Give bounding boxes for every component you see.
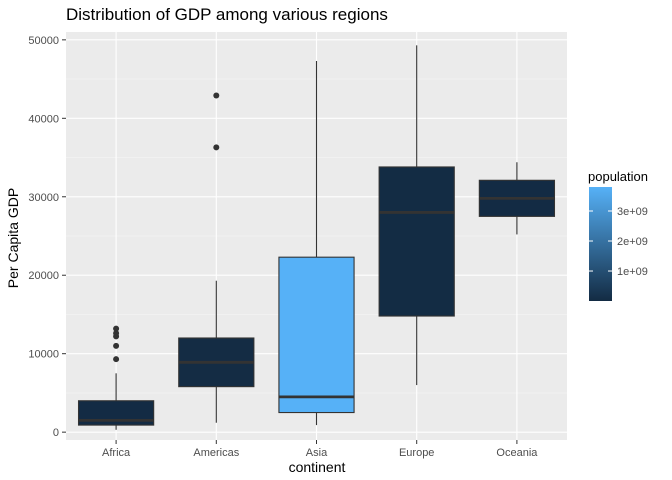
legend-tick-label: 3e+09	[617, 206, 648, 218]
y-tick-label: 40000	[28, 113, 59, 125]
legend-tick-label: 2e+09	[617, 236, 648, 248]
legend-tick-label: 1e+09	[617, 266, 648, 278]
outlier-point	[113, 342, 120, 349]
x-axis-title: continent	[289, 459, 346, 475]
box-europe	[378, 45, 455, 386]
outlier-point	[213, 144, 220, 151]
x-tick-label: Europe	[399, 447, 434, 459]
outlier-point	[113, 356, 120, 363]
chart-title: Distribution of GDP among various region…	[66, 5, 388, 24]
box-americas	[178, 92, 255, 423]
y-tick-label: 0	[53, 427, 59, 439]
x-tick-label: Oceania	[496, 447, 538, 459]
outlier-point	[213, 92, 220, 99]
x-axis: Africa Americas Asia Europe Oceania	[102, 440, 538, 459]
x-tick-label: Americas	[193, 447, 239, 459]
y-axis-title: Per Capita GDP	[5, 188, 21, 288]
x-tick-label: Asia	[306, 447, 328, 459]
box-asia	[278, 61, 355, 426]
legend-title: population	[588, 169, 648, 184]
y-tick-label: 10000	[28, 349, 59, 361]
outlier-point	[113, 330, 120, 337]
x-tick-label: Africa	[102, 447, 131, 459]
boxplots	[77, 45, 556, 430]
y-tick-label: 50000	[28, 35, 59, 47]
y-tick-label: 30000	[28, 192, 59, 204]
box-body	[278, 256, 355, 414]
y-axis: 0 10000 20000 30000 40000 50000	[28, 35, 66, 439]
box-body	[378, 166, 455, 317]
box-oceania	[478, 162, 556, 235]
legend: population 1e+09 2e+09 3e+09	[588, 169, 648, 301]
legend-colorbar	[589, 187, 612, 301]
y-tick-label: 20000	[28, 270, 59, 282]
outlier-point	[113, 325, 120, 332]
box-africa	[77, 325, 155, 430]
